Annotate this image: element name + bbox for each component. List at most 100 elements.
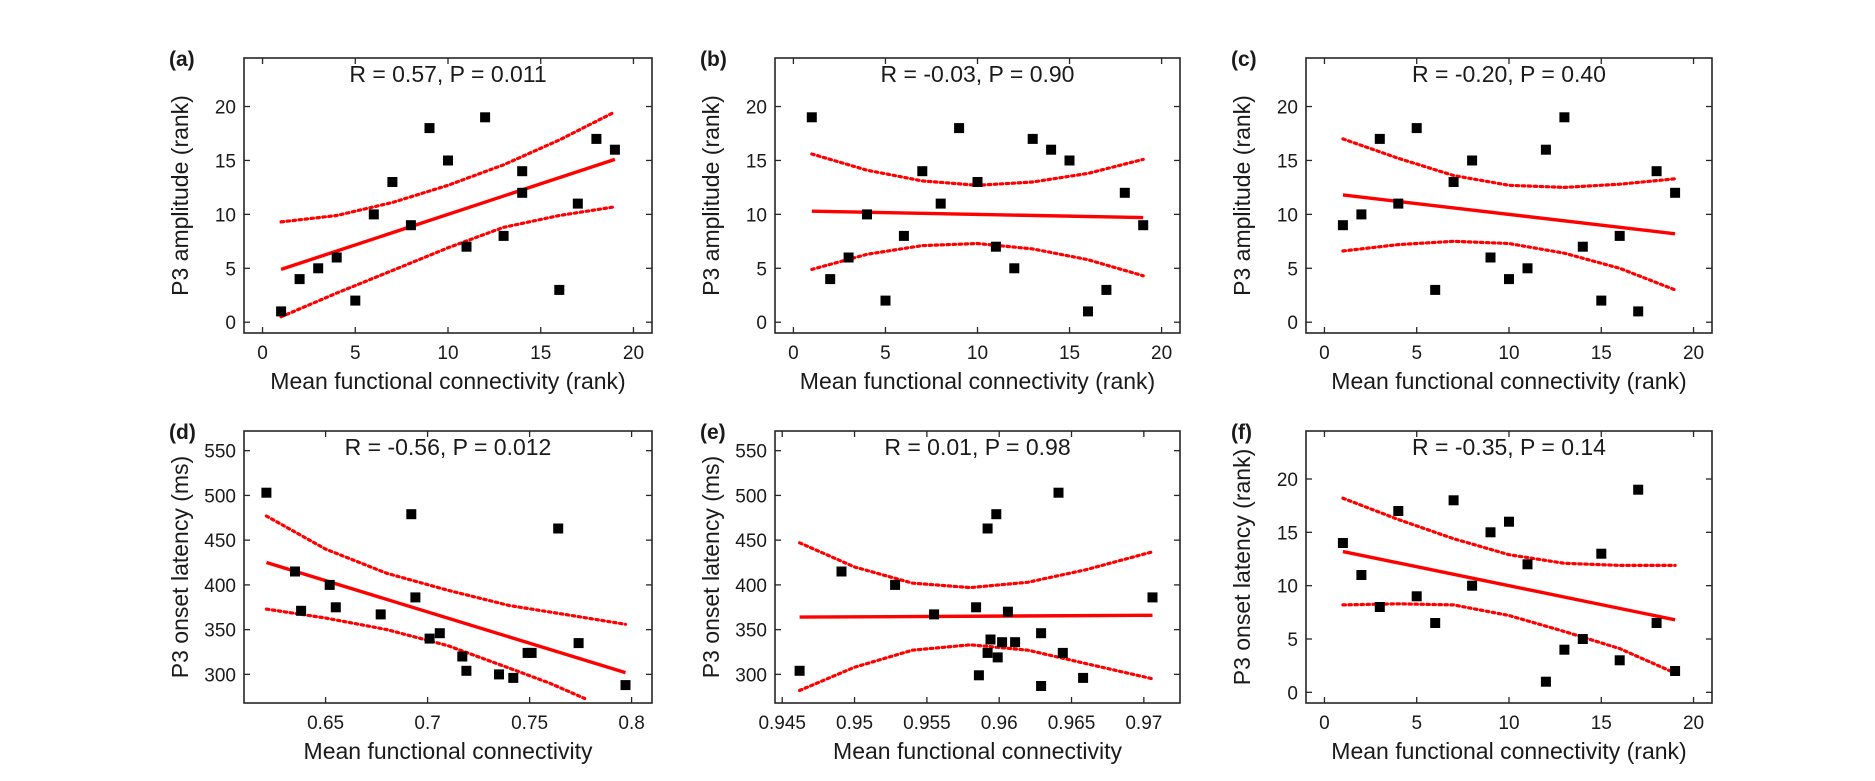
panel-b-ytick-label: 20 xyxy=(746,98,767,119)
panel-f-point xyxy=(1651,618,1662,628)
panel-c-point xyxy=(1411,123,1422,134)
panel-a-point xyxy=(313,263,324,274)
panel-d-xtick-label: 0.65 xyxy=(307,713,344,734)
panel-c-ylabel: P3 amplitude (rank) xyxy=(1229,95,1255,296)
panel-c-point xyxy=(1577,241,1588,252)
panel-f-point xyxy=(1614,655,1625,666)
panel-d-point xyxy=(290,566,300,577)
panel-c-xlabel: Mean functional connectivity (rank) xyxy=(1331,368,1686,394)
panel-a-point xyxy=(609,144,620,155)
panel-b-xlabel: Mean functional connectivity (rank) xyxy=(800,368,1155,394)
panel-b-point xyxy=(1064,155,1075,166)
panel-d-ylabel: P3 onset latency (ms) xyxy=(167,456,193,678)
panel-b-point xyxy=(1027,133,1038,144)
panel-c-point xyxy=(1430,284,1441,295)
panel-b-fit-line xyxy=(811,209,1144,220)
panel-f-point xyxy=(1374,602,1385,612)
panel-a-xlabel: Mean functional connectivity (rank) xyxy=(270,368,625,394)
panel-f-point xyxy=(1485,527,1496,538)
panel-d-ytick-label: 350 xyxy=(204,621,236,642)
panel-b-point xyxy=(1101,284,1112,295)
panel-c-point xyxy=(1670,187,1681,198)
panel-a-point xyxy=(387,177,398,187)
panel-d-point xyxy=(620,680,631,691)
panel-f-ci-upper xyxy=(1341,496,1677,568)
panel-a-point xyxy=(572,198,583,209)
panel-d-xtick-label: 0.75 xyxy=(511,713,548,734)
panel-c-point xyxy=(1596,295,1607,306)
panel-a-ytick-label: 15 xyxy=(215,151,236,172)
panel-d-point xyxy=(457,651,468,662)
panel-a-point xyxy=(480,112,491,123)
panel-f-ci-lower xyxy=(1341,602,1677,675)
panel-e-point xyxy=(982,523,993,534)
panel-c-point xyxy=(1485,252,1496,263)
panel-d-point xyxy=(375,609,386,620)
panel-e-point xyxy=(1002,606,1013,617)
panel-f-point xyxy=(1670,666,1681,676)
panel-b-ci-lower xyxy=(810,241,1145,278)
panel-b-ytick-label: 0 xyxy=(756,313,767,334)
panel-f-xtick-label: 0 xyxy=(1319,713,1330,734)
panel-f-ylabel: P3 onset latency (rank) xyxy=(1229,449,1255,686)
panel-e-point xyxy=(1078,672,1089,683)
panel-a-ytick-label: 0 xyxy=(225,313,236,334)
panel-b-point xyxy=(880,295,891,306)
panel-b-point xyxy=(1009,263,1020,274)
panel-d-xlabel: Mean functional connectivity xyxy=(304,738,593,764)
panel-e-xtick-label: 0.97 xyxy=(1125,713,1162,734)
panel-c-point xyxy=(1356,209,1367,220)
panel-b-letter: (b) xyxy=(700,48,727,71)
panel-e-point xyxy=(992,652,1003,663)
panel-e-stats-title: R = 0.01, P = 0.98 xyxy=(884,434,1070,460)
panel-e-point xyxy=(991,509,1002,520)
panel-e-ytick-label: 400 xyxy=(735,576,767,597)
panel-a-ytick-label: 20 xyxy=(215,98,236,119)
panel-a: 0 5 10 15 20 0 5 10 15 20 Mean functional connecti… xyxy=(167,48,653,394)
panel-f-ytick-label: 15 xyxy=(1277,523,1298,544)
panel-d-letter: (d) xyxy=(169,421,196,444)
panel-f-ytick-label: 20 xyxy=(1277,470,1298,491)
panel-f-point xyxy=(1467,580,1478,591)
panel-c-point xyxy=(1504,274,1514,285)
panel-d-point xyxy=(424,633,435,644)
panel-c-ytick-label: 20 xyxy=(1277,98,1298,119)
panel-e-point xyxy=(982,647,993,658)
panel-e-xtick-label: 0.955 xyxy=(903,713,951,734)
panel-a-point xyxy=(350,295,361,306)
panel-b-point xyxy=(862,209,872,220)
panel-d-xtick-label: 0.7 xyxy=(414,713,440,734)
panel-a-point xyxy=(424,123,435,134)
panel-a-point xyxy=(498,230,509,241)
panel-a-frame xyxy=(243,57,653,334)
panel-f-xtick-label: 20 xyxy=(1683,713,1704,734)
panel-d-point xyxy=(494,669,504,680)
panel-a-ytick-label: 5 xyxy=(225,259,236,280)
panel-c-point xyxy=(1374,133,1385,144)
panel-c-xtick-label: 15 xyxy=(1591,343,1612,364)
panel-b-point xyxy=(935,198,946,209)
panel-f-xtick-label: 10 xyxy=(1498,713,1519,734)
panel-d-ytick-label: 400 xyxy=(204,576,236,597)
panel-b-point xyxy=(806,112,817,123)
panel-f-point xyxy=(1596,548,1607,559)
panel-e-point xyxy=(985,634,996,645)
panel-c-ci-upper xyxy=(1341,137,1677,190)
panel-b-ytick-label: 5 xyxy=(756,259,767,280)
panel-a-point xyxy=(554,284,565,295)
panel-e-point xyxy=(794,665,805,676)
panel-d-point xyxy=(330,602,341,613)
panel-c-ytick-label: 0 xyxy=(1287,313,1298,334)
panel-f-point xyxy=(1577,634,1588,644)
panel-d-ytick-label: 300 xyxy=(204,665,236,686)
panel-c-xtick-label: 20 xyxy=(1683,343,1704,364)
panel-b-point xyxy=(1119,187,1130,198)
panel-e-ylabel: P3 onset latency (ms) xyxy=(698,456,724,678)
panel-b-xtick-label: 10 xyxy=(967,343,988,364)
panel-a-fit-line xyxy=(280,157,616,271)
panel-f-xlabel: Mean functional connectivity (rank) xyxy=(1331,738,1686,764)
panel-c-point xyxy=(1337,220,1348,231)
panel-c-point xyxy=(1467,155,1478,166)
panel-d-ytick-label: 550 xyxy=(204,442,236,463)
panel-f-point xyxy=(1356,570,1367,580)
